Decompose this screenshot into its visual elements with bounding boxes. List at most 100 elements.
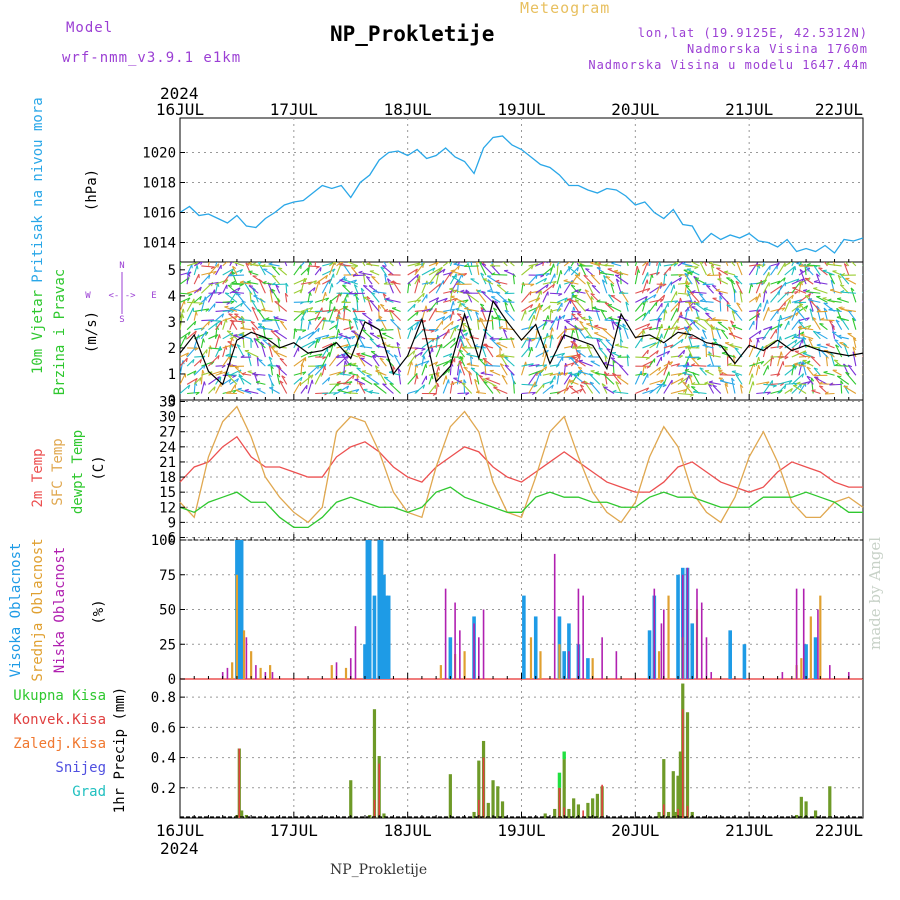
wind-vector <box>369 270 380 276</box>
wind-vector <box>670 338 684 349</box>
wind-vector <box>263 268 273 276</box>
wind-vector-head <box>590 293 595 296</box>
model-name: wrf-nmm_v3.9.1 e1km <box>62 50 242 66</box>
wind-vector <box>342 263 352 276</box>
wind-vector-head <box>362 312 367 315</box>
wind-vector-head <box>398 368 402 373</box>
wind-vector <box>251 299 259 312</box>
wind-vector <box>586 281 594 294</box>
wind-vector <box>689 291 700 303</box>
wind-vector <box>180 262 182 267</box>
wind-vector <box>762 271 770 285</box>
wind-vector <box>571 353 581 358</box>
wind-vector-head <box>432 393 437 396</box>
wind-vector <box>777 336 781 349</box>
wind-vector <box>482 278 494 285</box>
low-cloud-bar <box>454 602 456 679</box>
wind-vector-head <box>423 355 426 360</box>
wind-vector-head <box>199 359 202 364</box>
wind-vector <box>314 372 322 385</box>
wind-vector-head <box>705 312 710 315</box>
wind-vector <box>535 329 538 339</box>
wind-vector <box>804 277 814 285</box>
wind-vector <box>535 366 548 376</box>
wind-vector <box>261 265 273 268</box>
high-cloud-bar <box>562 651 566 679</box>
wind-vector <box>784 291 799 294</box>
wind-vector-head <box>813 287 818 289</box>
wind-vector <box>809 308 814 321</box>
wind-vector <box>567 266 579 276</box>
mid-cloud-bar <box>657 651 661 679</box>
wind-vector-head <box>871 327 872 331</box>
wind-vector-head <box>230 301 235 305</box>
wind-vector <box>762 380 773 394</box>
wind-vector <box>839 342 850 349</box>
wind-vector <box>691 357 700 367</box>
wind-vector <box>784 278 800 285</box>
wind-vector <box>649 366 661 376</box>
wind-vector <box>250 262 252 266</box>
wind-vector <box>455 308 465 313</box>
wind-vector-head <box>199 286 202 291</box>
wind-vector-head <box>478 374 483 378</box>
wind-vector-head <box>348 291 353 295</box>
wind-vector-head <box>551 327 554 332</box>
wind-vector-head <box>480 303 485 307</box>
wind-vector-head <box>313 287 316 292</box>
mid-cloud-bar <box>235 574 239 679</box>
wind-vector-head <box>551 335 554 340</box>
wind-vector-head <box>494 300 499 304</box>
wind-vector-head <box>562 314 566 319</box>
wind-vector <box>343 279 359 285</box>
wind-vector <box>608 294 615 303</box>
wind-vector <box>361 370 373 376</box>
wind-vector <box>642 349 649 358</box>
wind-vector-head <box>245 262 250 266</box>
wind-vector <box>361 262 366 267</box>
wind-vector <box>293 262 296 267</box>
wind-vector <box>186 262 198 267</box>
total-precip-bar <box>491 780 495 818</box>
mid-cloud-bar <box>667 595 670 679</box>
wind-vector <box>215 370 228 376</box>
wind-vector <box>230 319 238 330</box>
wind-vector <box>321 365 326 376</box>
wind-vector-head <box>492 384 497 387</box>
wind-vector-head <box>314 311 319 315</box>
wind-vector-head <box>297 251 298 255</box>
wind-vector-head <box>843 263 848 267</box>
total-precip-bar <box>486 802 490 818</box>
wind-vector <box>724 383 729 394</box>
wind-vector <box>576 350 586 358</box>
credit-watermark: made by Angel <box>866 536 884 650</box>
wind-vector-head <box>445 375 448 380</box>
wind-vector <box>314 262 317 266</box>
wind-vector <box>383 262 387 267</box>
wind-vector-head <box>574 299 580 302</box>
wind-vector-head <box>845 371 850 375</box>
wind-vector <box>354 379 366 385</box>
wind-vector <box>739 290 743 303</box>
y-tick-label: 1018 <box>142 176 176 192</box>
wind-vector-head <box>310 255 311 259</box>
wind-vector-head <box>338 336 343 340</box>
conv-precip-bar <box>662 804 665 818</box>
wind-vector <box>791 373 804 385</box>
wind-vector <box>852 346 857 358</box>
wind-vector-head <box>524 310 527 315</box>
wind-vector-head <box>579 320 584 324</box>
wind-vector <box>186 377 198 385</box>
y-tick-label: 33 <box>159 395 176 411</box>
wind-vector-head <box>182 308 185 313</box>
wind-vector-head <box>502 328 507 333</box>
wind-vector <box>352 318 366 322</box>
wind-vector <box>382 383 394 394</box>
wind-vector <box>343 335 355 340</box>
wind-vector-head <box>834 363 839 366</box>
wind-vector-head <box>337 329 341 334</box>
wind-vector-head <box>325 275 329 280</box>
wind-vector-head <box>823 302 828 305</box>
wind-vector-head <box>795 308 800 311</box>
wind-vector-head <box>482 357 487 360</box>
